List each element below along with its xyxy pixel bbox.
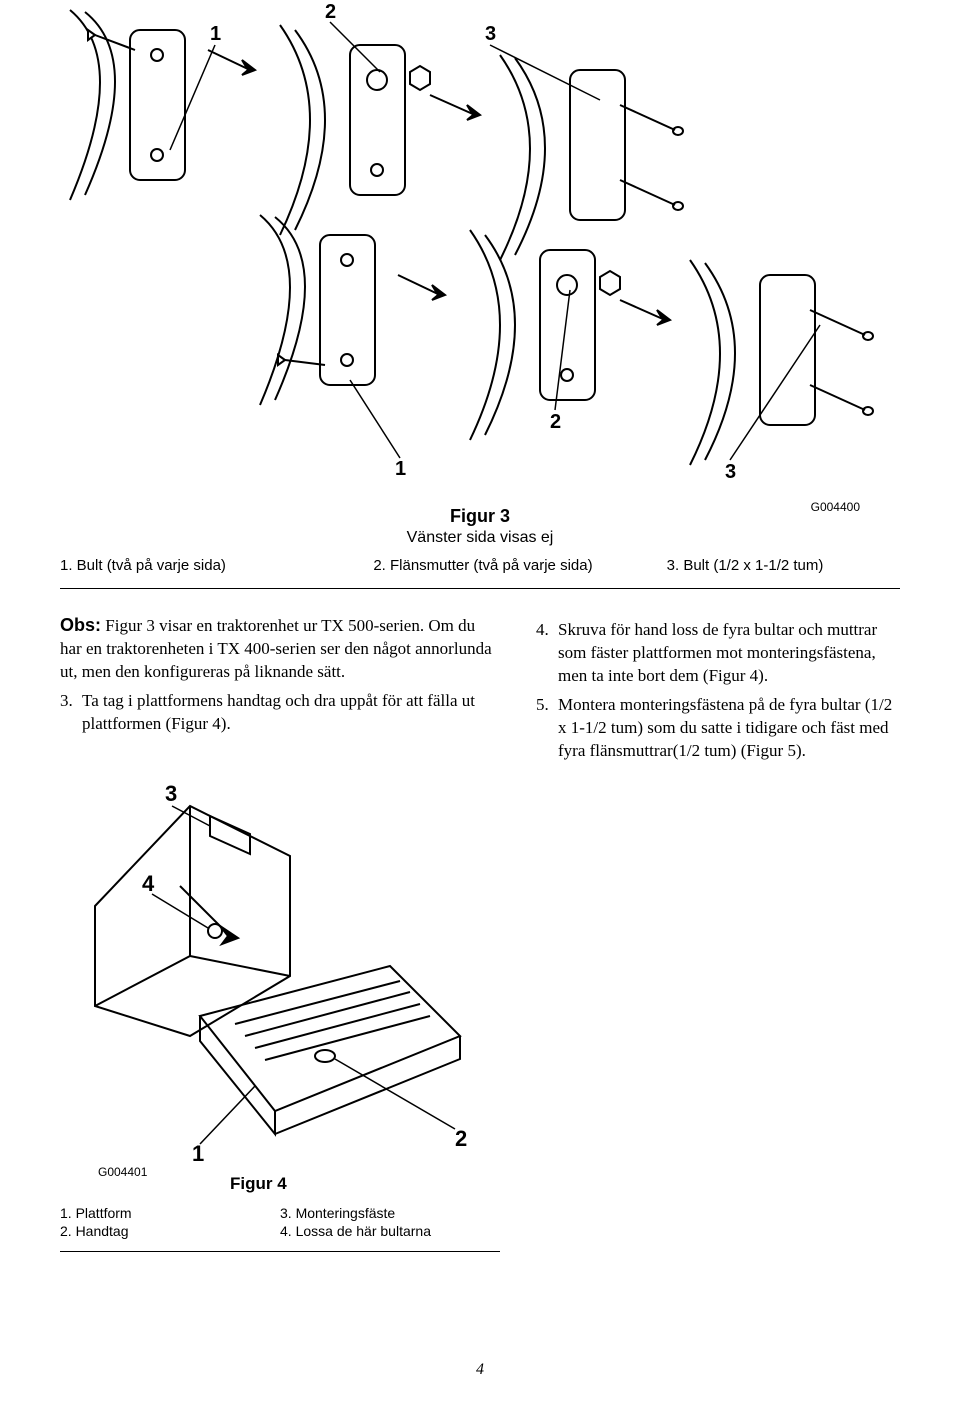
fig4-callout-1: 1 (192, 1141, 204, 1166)
step-4-number: 4. (536, 619, 558, 688)
figure-4-code: G004401 (98, 1164, 147, 1180)
fig3-callout-1-top: 1 (210, 23, 221, 45)
figure-3-illustration: 1 2 3 1 2 3 (60, 0, 900, 500)
step-4: 4. Skruva för hand loss de fyra bultar o… (536, 619, 900, 688)
body-two-columns: Obs: Figur 3 visar en traktorenhet ur TX… (60, 613, 900, 1252)
fig4-legend-4: 4. Lossa de här bultarna (280, 1222, 500, 1241)
fig3-callout-3-top: 3 (485, 23, 496, 45)
figure-3-legend: 1. Bult (två på varje sida) 2. Flänsmutt… (60, 553, 900, 589)
fig4-legend-2: 2. Handtag (60, 1222, 280, 1241)
fig4-legend-1: 1. Plattform (60, 1204, 280, 1223)
page-number: 4 (476, 1361, 484, 1379)
figure-3-block: 1 2 3 1 2 3 Figur 3 G004400 Vänster sida… (60, 0, 900, 589)
right-column: 4. Skruva för hand loss de fyra bultar o… (536, 613, 900, 1252)
fig4-legend-3: 3. Monteringsfäste (280, 1204, 500, 1223)
figure-4-legend: 1. Plattform 2. Handtag 3. Monteringsfäs… (60, 1204, 500, 1253)
fig3-legend-1: 1. Bult (två på varje sida) (60, 557, 293, 574)
figure-3-subcaption: Vänster sida visas ej (60, 529, 900, 547)
figure-4-illustration: 3 4 1 2 (60, 756, 480, 1186)
fig3-callout-2-top: 2 (325, 1, 336, 23)
obs-paragraph: Obs: Figur 3 visar en traktorenhet ur TX… (60, 613, 500, 684)
fig3-callout-2-bot: 2 (550, 411, 561, 433)
fig3-legend-3: 3. Bult (1/2 x 1-1/2 tum) (607, 557, 900, 574)
step-3-number: 3. (60, 690, 82, 736)
fig4-callout-2: 2 (455, 1126, 467, 1151)
figure-4-block: 3 4 1 2 G004401 Figur 4 1. Plattform 2. … (60, 756, 500, 1253)
left-column: Obs: Figur 3 visar en traktorenhet ur TX… (60, 613, 500, 1252)
step-4-text: Skruva för hand loss de fyra bultar och … (558, 619, 900, 688)
figure-3-code: G004400 (811, 500, 860, 514)
step-5-number: 5. (536, 694, 558, 763)
fig3-callout-1-bot: 1 (395, 458, 406, 480)
step-5: 5. Montera monteringsfästena på de fyra … (536, 694, 900, 763)
step-5-text: Montera monteringsfästena på de fyra bul… (558, 694, 900, 763)
fig3-callout-3-bot: 3 (725, 461, 736, 483)
step-3-text: Ta tag i plattformens handtag och dra up… (82, 690, 500, 736)
obs-text: Figur 3 visar en traktorenhet ur TX 500-… (60, 616, 492, 681)
figure-3-caption: Figur 3 (60, 506, 900, 527)
fig4-callout-4: 4 (142, 871, 155, 896)
fig4-callout-3: 3 (165, 781, 177, 806)
obs-label: Obs: (60, 615, 101, 635)
step-3: 3. Ta tag i plattformens handtag och dra… (60, 690, 500, 736)
fig3-legend-2: 2. Flänsmutter (två på varje sida) (293, 557, 606, 574)
